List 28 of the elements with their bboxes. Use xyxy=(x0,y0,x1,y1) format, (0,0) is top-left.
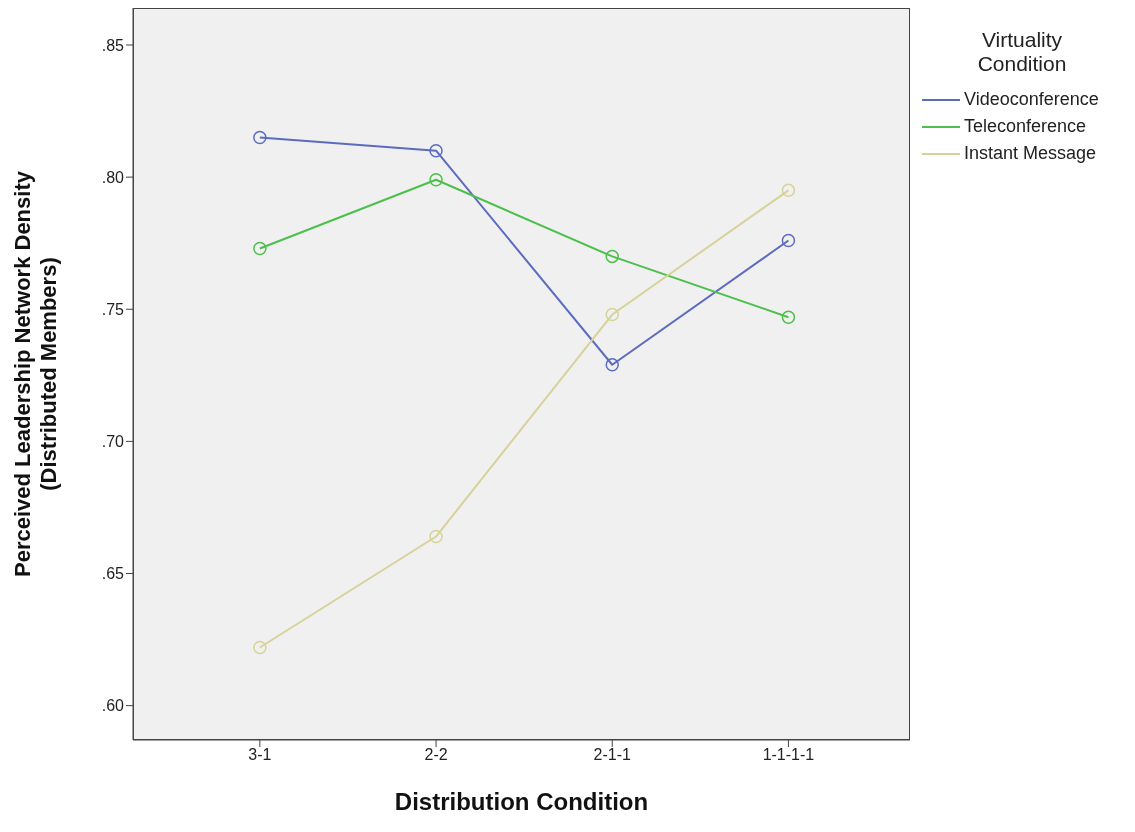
x-tick-label: 2-1-1 xyxy=(593,746,632,764)
y-tick-label: .80 xyxy=(101,168,125,186)
point xyxy=(605,307,619,322)
point xyxy=(605,358,619,372)
x-tick-label: 3-1 xyxy=(248,746,272,764)
point xyxy=(253,640,267,655)
y-axis-title: Perceived Leadership Network Density (Distributed Members) xyxy=(10,170,62,579)
y-tick-label: .60 xyxy=(101,697,125,715)
point xyxy=(253,130,267,145)
x-axis-title: Distribution Condition xyxy=(393,788,650,816)
point xyxy=(605,249,619,264)
point xyxy=(429,529,443,544)
legend-label: Instant Message xyxy=(964,143,1097,164)
x-tick-label: 2-2 xyxy=(424,746,448,764)
point xyxy=(781,183,796,198)
point xyxy=(429,173,443,187)
x-tick-label: 1-1-1-1 xyxy=(762,746,815,764)
y-tick-label: .75 xyxy=(101,300,125,318)
legend-title: Virtuality Condition xyxy=(976,28,1068,76)
legend-label: Teleconference xyxy=(964,116,1087,137)
point xyxy=(781,310,796,324)
point xyxy=(429,143,443,158)
y-tick-label: .85 xyxy=(101,36,125,54)
point xyxy=(781,233,796,248)
y-tick-label: .65 xyxy=(101,565,125,583)
y-tick-label: .70 xyxy=(101,433,125,451)
legend-label: Videoconference xyxy=(964,89,1099,110)
point xyxy=(253,241,267,256)
